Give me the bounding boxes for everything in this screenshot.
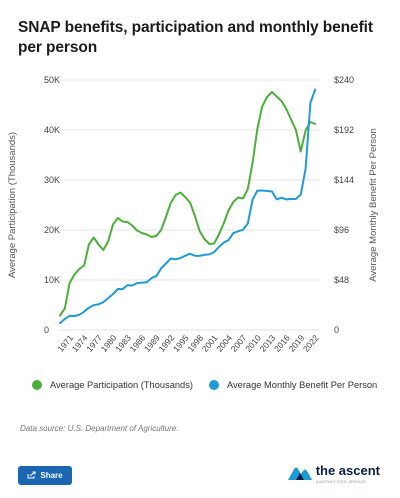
ascent-logo-icon [287, 464, 312, 485]
share-label: Share [40, 471, 63, 480]
legend-dot-participation [32, 380, 42, 390]
participation-line [59, 91, 317, 317]
legend-item-participation[interactable]: Average Participation (Thousands) [32, 380, 193, 390]
y-right-tick-label: $192 [334, 125, 354, 135]
y-right-tick-label: $96 [334, 225, 349, 235]
y-left-tick-label: 50K [44, 75, 60, 85]
grid-layer [60, 79, 320, 331]
y-left-tick-label: 20K [44, 225, 60, 235]
legend-dot-benefit [208, 380, 219, 390]
y-left-tick-label: 0 [44, 325, 49, 335]
y-right-tick-label: $240 [334, 75, 354, 85]
data-source-note: Data source: U.S. Department of Agricult… [20, 424, 179, 433]
y-right-tick-label: 0 [334, 325, 339, 335]
series-layer [59, 88, 317, 325]
benefit-line [59, 88, 317, 325]
legend-item-benefit[interactable]: Average Monthly Benefit Per Person [208, 380, 378, 390]
legend-label-participation: Average Participation (Thousands) [50, 380, 193, 390]
the-ascent-logo[interactable]: the ascent A MOTLEY FOOL SERVICE [287, 463, 380, 485]
y-right-tick-label: $144 [334, 175, 354, 185]
chart-title: SNAP benefits, participation and monthly… [18, 19, 373, 56]
legend: Average Participation (Thousands) Averag… [32, 380, 393, 390]
y-right-tick-label: $48 [334, 275, 349, 285]
y-axis-left-label: Average Participation (Thousands) [7, 132, 18, 278]
share-icon [27, 471, 36, 481]
y-left-tick-label: 40K [44, 125, 60, 135]
logo-text: the ascent [315, 463, 380, 478]
share-button[interactable]: Share [18, 466, 72, 485]
y-left-tick-label: 30K [44, 175, 60, 185]
y-axis-right-label: Average Monthly Benefit Per Person [368, 128, 379, 282]
legend-label-benefit: Average Monthly Benefit Per Person [226, 380, 378, 390]
y-left-tick-label: 10K [44, 275, 60, 285]
logo-subtitle: A MOTLEY FOOL SERVICE [315, 479, 367, 484]
x-tick-label: 2022 [301, 333, 321, 354]
